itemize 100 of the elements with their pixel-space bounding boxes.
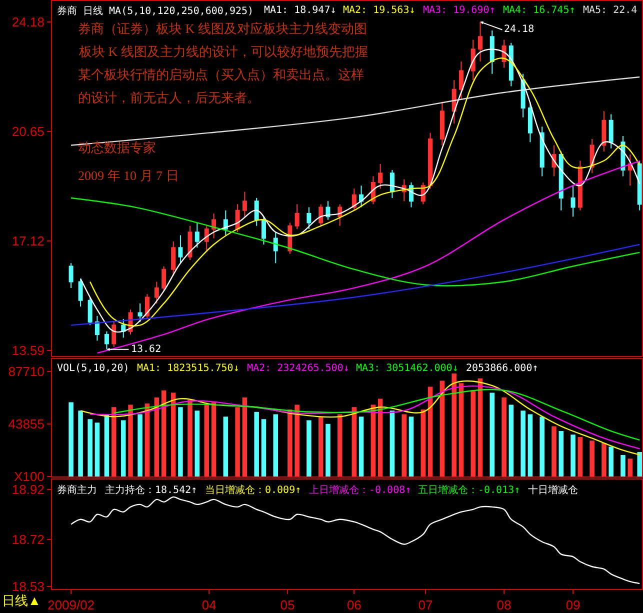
annotation: 24.18 <box>504 24 534 35</box>
candlestick <box>154 281 159 304</box>
bar <box>194 410 200 477</box>
candlestick <box>490 30 494 74</box>
y-tick-label: 18.92 <box>12 482 44 498</box>
bar <box>528 414 533 477</box>
bar <box>128 404 133 477</box>
bar <box>358 416 364 477</box>
candlestick <box>390 170 394 198</box>
bar <box>552 426 556 477</box>
annotation: 十日增减仓 <box>528 484 578 496</box>
candlestick <box>558 150 564 211</box>
y-tick-label: 17.12 <box>12 233 44 248</box>
candlestick <box>121 318 126 338</box>
candlestick <box>242 191 247 218</box>
bar <box>558 431 564 477</box>
x-tick-label: 2009/02 <box>48 598 95 613</box>
bar <box>470 390 476 477</box>
candlestick <box>194 222 200 248</box>
candlestick <box>578 160 582 211</box>
candlestick <box>138 302 142 323</box>
line-series <box>70 496 640 584</box>
candlestick <box>478 21 482 62</box>
bar <box>288 409 292 477</box>
bar <box>242 398 248 477</box>
bar <box>608 446 614 477</box>
candlestick <box>212 212 216 239</box>
x-tick-label: 05 <box>280 598 295 613</box>
y-tick-label: 18.53 <box>12 579 44 594</box>
bar <box>154 398 160 477</box>
candlestick <box>144 294 150 320</box>
annotation: 2053866.000↑ <box>466 363 538 374</box>
bar <box>188 400 192 477</box>
y-tick-label: 43855 <box>8 416 44 432</box>
y-tick-label: 24.18 <box>12 14 44 30</box>
x-tick-label: 04 <box>202 598 216 613</box>
candlestick <box>188 225 192 261</box>
candlestick <box>306 206 312 230</box>
candlestick <box>440 101 444 146</box>
candlestick <box>326 200 330 220</box>
candlestick <box>470 39 476 81</box>
bar <box>111 407 116 477</box>
candlestick <box>637 160 642 211</box>
annotation: 2009 年 10 月 7 日 <box>78 168 179 183</box>
annotation: 上日增减仓：-0.008↑ <box>309 484 412 496</box>
bar <box>178 407 183 477</box>
candlestick <box>508 42 514 87</box>
candlestick <box>273 232 278 264</box>
bar <box>520 410 526 477</box>
bar <box>254 412 259 477</box>
candlestick <box>359 185 364 208</box>
bar <box>88 419 92 477</box>
candlestick <box>338 204 342 226</box>
text: MA1: 1823515.750↓ <box>137 363 240 374</box>
candlestick <box>528 101 532 143</box>
text: MA3: 19.690↑ <box>423 5 496 16</box>
bar <box>161 390 166 477</box>
bar <box>570 434 576 477</box>
x-tick-label: 07 <box>418 598 433 613</box>
annotation: 某个板块行情的启动点（买入点）和卖出点。这样 <box>78 67 364 82</box>
bar <box>352 407 357 477</box>
candlestick <box>162 266 166 292</box>
candlestick <box>540 126 544 177</box>
series-label: MA3: 3051462.000↓ <box>356 363 458 374</box>
bar <box>502 398 506 477</box>
bar <box>478 378 483 477</box>
text: MA1: 18.947↓ <box>264 5 336 16</box>
bar <box>602 443 606 477</box>
bar <box>390 410 395 477</box>
candlestick <box>428 132 433 190</box>
candlestick <box>452 80 456 124</box>
bar <box>94 422 100 477</box>
bar <box>508 404 514 477</box>
candlestick <box>178 234 183 264</box>
chart-title: VOL(5,10,20) <box>57 363 130 374</box>
annotation: 动态数据专家 <box>78 140 156 155</box>
candlestick <box>378 163 383 190</box>
text: MA4: 16.745↑ <box>503 5 576 16</box>
bar <box>326 424 330 477</box>
candlestick <box>318 204 324 226</box>
candlestick <box>204 225 209 252</box>
candlestick <box>68 262 74 288</box>
x-tick-label: 08 <box>496 598 512 613</box>
y-tick-label: 18.72 <box>12 532 44 547</box>
bar <box>428 386 433 477</box>
candlestick <box>602 110 606 152</box>
bar <box>628 458 632 477</box>
line-series <box>70 197 640 286</box>
bar <box>440 380 445 477</box>
text: MA2: 2324265.500↓ <box>247 363 350 374</box>
bar <box>211 402 216 477</box>
line-series <box>70 244 640 326</box>
bar <box>223 416 228 477</box>
bar <box>78 410 83 477</box>
candlestick <box>171 240 176 276</box>
bar <box>458 383 464 477</box>
bar <box>261 419 266 477</box>
bar <box>306 420 312 477</box>
candlestick <box>78 278 83 308</box>
x-tick-label: 09 <box>566 598 580 613</box>
